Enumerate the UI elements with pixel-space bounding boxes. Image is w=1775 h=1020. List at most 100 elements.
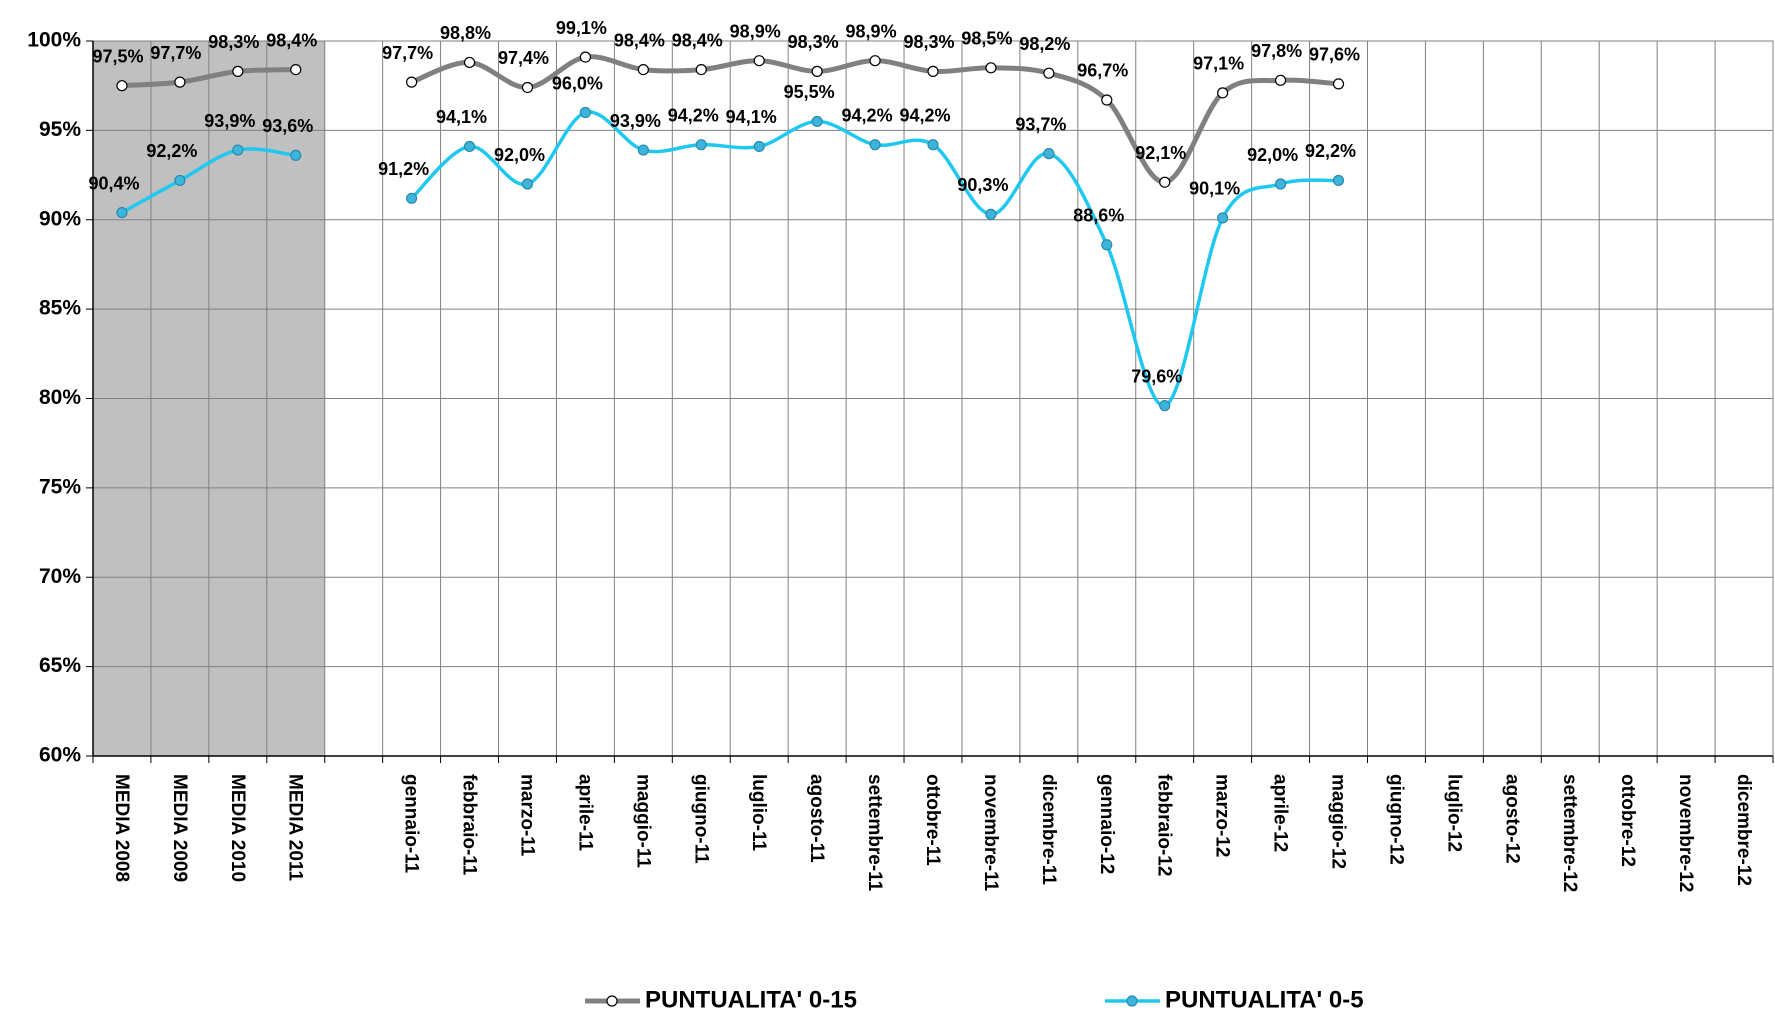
x-tick-label: luglio-11 [748,774,769,852]
x-tick-label: novembre-11 [980,774,1001,892]
data-label: 97,4% [498,48,549,68]
x-tick-label: giugno-11 [690,774,711,864]
data-label: 96,7% [1077,61,1128,81]
x-tick-label: settembre-11 [864,774,885,892]
data-label: 90,4% [88,173,139,193]
data-point [290,63,302,76]
data-label: 98,9% [846,21,897,41]
data-point [637,144,649,156]
data-point [985,208,997,220]
data-label: 97,8% [1251,41,1302,61]
x-tick-label: MEDIA 2008 [111,774,132,882]
y-tick-label: 80% [39,386,81,409]
data-label: 94,1% [436,107,487,127]
data-point [811,115,823,128]
data-point [1101,239,1113,251]
y-tick-label: 100% [27,29,81,52]
data-point [579,106,592,119]
data-point [463,140,476,153]
data-label: 90,1% [1189,179,1240,199]
data-point [927,65,939,77]
legend-label: PUNTUALITA' 0-5 [1165,986,1364,1013]
data-point [1332,78,1345,90]
data-point [1274,74,1287,86]
legend-label: PUNTUALITA' 0-15 [645,986,857,1013]
data-point [1217,212,1229,224]
data-label: 97,6% [1309,45,1360,65]
data-label: 97,5% [92,46,143,66]
legend-marker [1126,995,1138,1007]
data-point [811,65,823,77]
data-label: 98,4% [614,30,665,50]
x-tick-label: MEDIA 2009 [169,774,190,882]
x-tick-label: MEDIA 2011 [285,774,306,881]
data-point [1332,174,1345,187]
x-tick-label: aprile-12 [1270,774,1291,852]
y-tick-label: 90% [39,207,81,230]
data-point [116,80,128,92]
x-tick-label: luglio-12 [1443,774,1464,852]
data-point [174,174,186,187]
data-label: 98,9% [730,21,781,41]
data-point [521,178,534,190]
x-tick-label: agosto-11 [806,774,827,863]
x-tick-label: ottobre-11 [922,774,943,866]
x-tick-label: giugno-12 [1385,774,1406,865]
data-point [463,56,476,69]
data-point [174,76,186,88]
data-point [579,51,592,63]
data-label: 92,2% [1305,141,1356,161]
data-point [695,63,707,76]
series-line [121,110,1339,408]
data-label: 97,7% [150,43,201,63]
y-tick-label: 85% [39,297,81,320]
x-tick-label: febbraio-11 [459,774,480,876]
data-point [1043,67,1055,79]
data-point [637,63,649,76]
data-point [753,55,765,67]
data-label: 94,2% [899,105,950,125]
data-label: 98,4% [266,30,317,50]
data-point [232,144,244,156]
x-tick-label: aprile-11 [574,774,595,852]
legend-marker [606,995,618,1007]
data-label: 93,6% [262,116,313,136]
data-point [869,55,881,67]
y-tick-label: 65% [39,654,81,677]
data-point [1043,148,1055,160]
data-label: 97,1% [1193,54,1244,74]
data-point [1101,94,1113,106]
series-line [121,54,1339,185]
data-point [116,207,128,219]
y-tick-label: 70% [39,565,81,588]
data-label: 98,2% [1019,34,1070,54]
data-label: 98,4% [672,30,723,50]
data-label: 90,3% [957,175,1008,195]
data-point [1217,87,1229,99]
y-tick-label: 60% [39,744,81,767]
x-tick-label: maggio-12 [1328,774,1349,869]
data-label: 92,0% [494,145,545,165]
data-label: 94,1% [726,107,777,127]
x-tick-label: febbraio-12 [1154,774,1175,876]
data-label: 98,3% [903,32,954,52]
data-point [695,139,707,151]
data-point [406,76,418,88]
data-label: 95,5% [784,82,835,102]
data-label: 88,6% [1073,206,1124,226]
data-point [869,139,881,151]
data-label: 79,6% [1131,366,1182,386]
data-label: 92,0% [1247,145,1298,165]
x-tick-label: marzo-11 [516,774,537,857]
data-label: 94,2% [842,105,893,125]
x-tick-label: marzo-12 [1212,774,1233,857]
data-point [232,65,244,77]
x-tick-label: dicembre-12 [1733,774,1754,886]
data-point [406,192,418,204]
data-label: 98,3% [208,32,259,52]
data-label: 93,7% [1015,114,1066,134]
data-point [1159,400,1171,412]
x-tick-label: gennaio-11 [401,774,422,874]
y-tick-label: 95% [39,118,81,141]
x-tick-label: novembre-12 [1675,774,1696,892]
